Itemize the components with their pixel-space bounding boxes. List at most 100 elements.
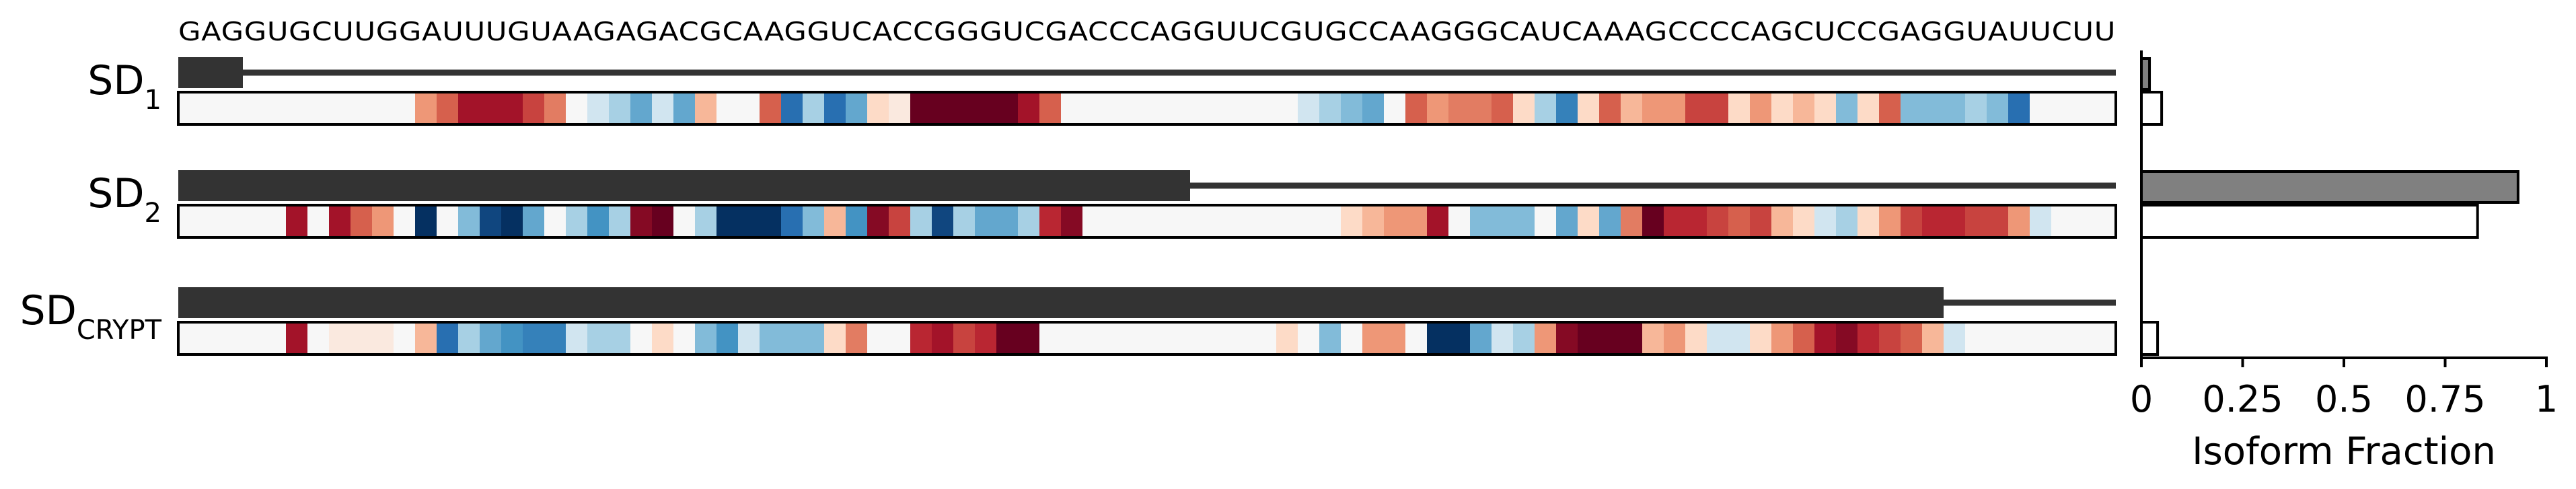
- row-sdcrypt: SDCRYPT: [20, 287, 2117, 356]
- heatmap-cell: [1814, 205, 1837, 237]
- heatmap-cell: [329, 92, 351, 124]
- heatmap-cell: [1901, 322, 1923, 354]
- heatmap-cell: [1190, 322, 1212, 354]
- heatmap-cell: [781, 92, 803, 124]
- heatmap-cell: [221, 205, 244, 237]
- heatmap-cell: [1944, 322, 1966, 354]
- heatmap-cell: [587, 322, 610, 354]
- heatmap-cell: [1922, 322, 1944, 354]
- heatmap-cell: [415, 92, 437, 124]
- heatmap-cell: [1750, 92, 1772, 124]
- heatmap-cell: [1448, 322, 1471, 354]
- heatmap-cell: [1319, 205, 1341, 237]
- row-label-main: SD: [87, 57, 144, 104]
- heatmap-cell: [1427, 92, 1449, 124]
- heatmap-cell: [716, 322, 739, 354]
- heatmap-cell: [200, 322, 222, 354]
- heatmap-cell: [1535, 92, 1557, 124]
- x-tick-label: 0.5: [2315, 378, 2373, 420]
- heatmap-cell: [1987, 205, 2009, 237]
- heatmap-cell: [1513, 205, 1535, 237]
- heatmap-cell: [1836, 322, 1858, 354]
- heatmap-cell: [1427, 205, 1449, 237]
- heatmap-cell: [1018, 205, 1040, 237]
- heatmap-cell: [544, 322, 566, 354]
- heatmap-cell: [1771, 205, 1794, 237]
- heatmap-cell: [286, 92, 308, 124]
- heatmap-cell: [1255, 92, 1277, 124]
- heatmap-cell: [1276, 92, 1298, 124]
- heatmap-cell: [587, 92, 610, 124]
- heatmap-cell: [351, 92, 373, 124]
- heatmap-cell: [437, 205, 459, 237]
- heatmap-cell: [1922, 205, 1944, 237]
- heatmap-cell: [846, 322, 868, 354]
- heatmap-cell: [867, 92, 889, 124]
- heatmap-cell: [2030, 322, 2052, 354]
- row-sd2: SD2: [87, 170, 2117, 239]
- heatmap-cell: [716, 92, 739, 124]
- heatmap-cell: [243, 92, 265, 124]
- heatmap-cell: [2094, 322, 2117, 354]
- heatmap-cell: [1104, 322, 1126, 354]
- heatmap-cell: [1621, 322, 1643, 354]
- heatmap-cell: [1039, 92, 1062, 124]
- heatmap-cell: [351, 205, 373, 237]
- heatmap-cell: [846, 92, 868, 124]
- x-axis-label: Isoform Fraction: [2192, 430, 2496, 474]
- heatmap-cell: [566, 205, 588, 237]
- heatmap-cell: [307, 322, 330, 354]
- heatmap-cell: [286, 322, 308, 354]
- heatmap-cell: [1470, 322, 1492, 354]
- heatmap-cell: [351, 322, 373, 354]
- heatmap-cell: [221, 322, 244, 354]
- heatmap-cell: [264, 92, 287, 124]
- heatmap-cell: [738, 205, 760, 237]
- heatmap-cell: [1492, 205, 1514, 237]
- heatmap-cell: [1018, 322, 1040, 354]
- heatmap-cell: [1771, 92, 1794, 124]
- heatmap-cell: [1362, 205, 1385, 237]
- heatmap-cell: [1039, 322, 1062, 354]
- heatmap-cell: [1728, 205, 1751, 237]
- heatmap-cell: [2030, 92, 2052, 124]
- heatmap-cell: [1190, 92, 1212, 124]
- heatmap-cell: [394, 92, 416, 124]
- heatmap-cell: [1276, 322, 1298, 354]
- heatmap-cell: [2073, 92, 2095, 124]
- heatmap-cell: [846, 205, 868, 237]
- heatmap-cell: [1922, 92, 1944, 124]
- heatmap-cell: [1535, 205, 1557, 237]
- heatmap-cell: [1836, 205, 1858, 237]
- heatmap-cell: [1061, 92, 1083, 124]
- row-label-sub: 1: [145, 85, 161, 116]
- heatmap-cell: [781, 205, 803, 237]
- heatmap-cell: [1384, 92, 1406, 124]
- heatmap-cell: [1857, 322, 1880, 354]
- heatmap-cell: [652, 205, 674, 237]
- heatmap-cell: [1814, 92, 1837, 124]
- heatmap-cell: [1642, 92, 1664, 124]
- heatmap-cell: [803, 92, 825, 124]
- heatmap-cell: [824, 322, 846, 354]
- heatmap-cell: [996, 205, 1019, 237]
- heatmap-cell: [1901, 205, 1923, 237]
- heatmap-cell: [1255, 322, 1277, 354]
- row-label-sub: 2: [145, 198, 161, 229]
- heatmap-cell: [372, 322, 394, 354]
- heatmap-cell: [1664, 92, 1686, 124]
- heatmap-cell: [996, 92, 1019, 124]
- heatmap-cell: [415, 322, 437, 354]
- sequence-text: GAGGUGCUUGGAUUUGUAAGAGACGCAAGGUCACCGGGUC…: [178, 17, 2116, 46]
- heatmap-cell: [1707, 205, 1729, 237]
- x-tick-label: 0.75: [2404, 378, 2485, 420]
- heatmap-cell: [1771, 322, 1794, 354]
- heatmap-cell: [1965, 205, 1987, 237]
- heatmap-cell: [1298, 92, 1320, 124]
- heatmap-cell: [1341, 205, 1363, 237]
- heatmap-cell: [243, 205, 265, 237]
- heatmap-cell: [1298, 205, 1320, 237]
- heatmap-cell: [1190, 205, 1212, 237]
- heatmap-cell: [1362, 92, 1385, 124]
- heatmap-cell: [1750, 322, 1772, 354]
